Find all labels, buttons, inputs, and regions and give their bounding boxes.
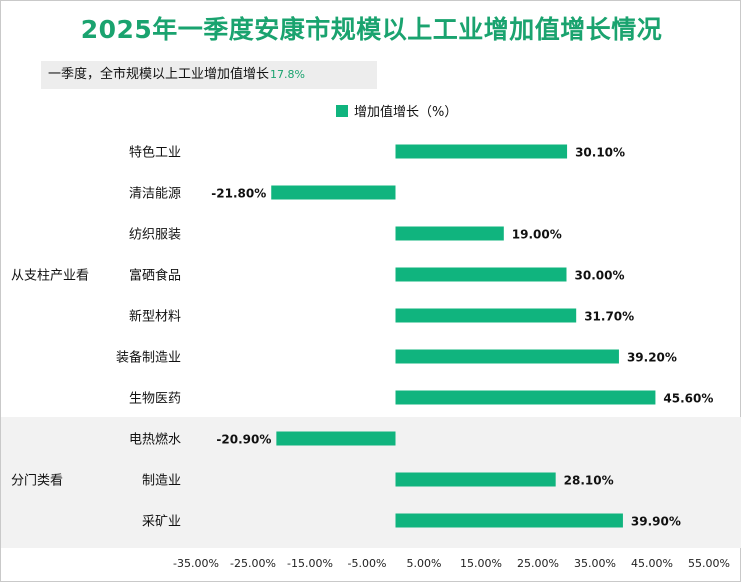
- page-title: 2025年一季度安康市规模以上工业增加值增长情况: [80, 15, 663, 44]
- summary-label: 一季度，全市规模以上工业增加值增长: [48, 67, 270, 82]
- bar: [395, 226, 504, 241]
- category-label: 采矿业: [142, 515, 181, 530]
- bar: [395, 349, 619, 364]
- category-label: 清洁能源: [129, 187, 181, 202]
- bar: [276, 431, 396, 446]
- bar: [395, 390, 656, 405]
- bar: [395, 267, 567, 282]
- category-label: 特色工业: [129, 145, 181, 161]
- value-label: 39.20%: [627, 351, 677, 365]
- x-tick-label: 35.00%: [574, 557, 616, 570]
- category-label: 富硒食品: [129, 268, 181, 284]
- x-tick-label: -35.00%: [173, 557, 219, 570]
- summary-value: 17.8%: [270, 68, 305, 81]
- x-tick-label: -25.00%: [230, 557, 276, 570]
- value-label: -21.80%: [211, 187, 266, 201]
- category-label: 新型材料: [129, 309, 181, 325]
- bar: [395, 513, 623, 528]
- x-tick-label: 45.00%: [631, 557, 673, 570]
- category-label: 装备制造业: [116, 350, 181, 366]
- bar: [271, 185, 396, 200]
- value-label: 19.00%: [512, 228, 562, 242]
- category-label: 制造业: [142, 474, 181, 489]
- value-label: -20.90%: [216, 433, 271, 447]
- value-label: 45.60%: [663, 392, 713, 406]
- legend-label: 增加值增长（%）: [354, 104, 457, 120]
- summary-box: 一季度，全市规模以上工业增加值增长17.8%: [41, 61, 377, 89]
- bar: [395, 472, 556, 487]
- legend-swatch: [336, 105, 348, 117]
- value-label: 28.10%: [564, 474, 614, 488]
- category-label: 纺织服装: [129, 228, 181, 243]
- x-tick-label: -5.00%: [348, 557, 387, 570]
- value-label: 39.90%: [631, 515, 681, 529]
- category-label: 生物医药: [129, 392, 181, 407]
- group-label: 分门类看: [11, 473, 63, 489]
- category-label: 电热燃水: [129, 432, 181, 448]
- value-label: 30.10%: [575, 146, 625, 160]
- x-tick-label: 25.00%: [517, 557, 559, 570]
- group-label: 从支柱产业看: [11, 268, 89, 284]
- bar: [395, 144, 568, 159]
- x-tick-label: 55.00%: [688, 557, 730, 570]
- x-tick-label: 5.00%: [407, 557, 442, 570]
- bar: [395, 308, 577, 323]
- value-label: 30.00%: [575, 269, 625, 283]
- value-label: 31.70%: [584, 310, 634, 324]
- x-tick-label: -15.00%: [287, 557, 333, 570]
- x-tick-label: 15.00%: [460, 557, 502, 570]
